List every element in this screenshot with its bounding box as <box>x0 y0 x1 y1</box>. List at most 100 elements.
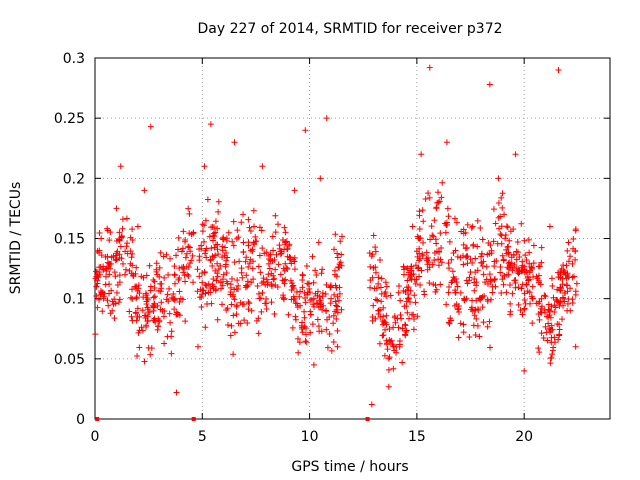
data-point <box>255 263 262 270</box>
data-point <box>243 272 250 279</box>
data-point <box>126 308 133 315</box>
data-point <box>438 244 445 251</box>
data-point <box>416 273 423 280</box>
data-point <box>231 259 238 266</box>
data-point <box>437 256 444 263</box>
data-point <box>502 231 509 238</box>
data-point <box>400 264 407 271</box>
data-point <box>134 313 141 320</box>
data-point <box>271 256 278 263</box>
data-point <box>144 295 151 302</box>
data-point <box>147 283 154 290</box>
data-point <box>244 320 251 327</box>
data-point <box>196 253 203 260</box>
data-point <box>544 337 551 344</box>
data-point <box>504 224 511 231</box>
data-point <box>301 289 308 296</box>
data-point <box>310 295 317 302</box>
data-point <box>230 218 237 225</box>
data-point <box>399 325 406 332</box>
data-point <box>195 343 201 350</box>
data-point <box>113 256 120 263</box>
data-point <box>318 270 325 277</box>
data-point <box>418 151 425 158</box>
data-point <box>148 345 155 352</box>
data-point <box>201 269 208 276</box>
data-point <box>453 219 460 226</box>
data-point <box>383 337 390 344</box>
data-point <box>301 308 308 315</box>
y-tick-label: 0 <box>76 412 85 428</box>
data-point <box>431 250 438 257</box>
data-point <box>526 260 533 267</box>
data-point <box>330 338 337 345</box>
data-point <box>535 263 542 270</box>
data-point <box>251 241 258 248</box>
data-point <box>198 242 205 249</box>
data-point <box>187 248 194 255</box>
data-point <box>113 205 120 212</box>
data-point <box>214 273 221 280</box>
data-point <box>372 269 379 276</box>
data-point <box>245 306 252 313</box>
data-point <box>553 296 560 303</box>
data-point <box>281 267 288 274</box>
data-point <box>301 314 308 321</box>
data-point <box>432 288 439 295</box>
data-point <box>369 251 376 258</box>
data-point <box>233 303 240 310</box>
data-point <box>139 327 146 334</box>
data-point <box>267 251 274 258</box>
data-point <box>139 307 146 314</box>
data-point <box>442 229 449 236</box>
data-point <box>420 239 427 246</box>
data-point <box>376 340 383 347</box>
data-point <box>395 324 402 331</box>
data-point <box>567 253 574 260</box>
data-point <box>453 279 460 286</box>
data-point <box>429 232 436 239</box>
data-point <box>421 291 428 298</box>
data-point <box>292 313 299 320</box>
data-point <box>572 343 579 350</box>
data-point <box>506 261 513 268</box>
data-point <box>185 272 192 279</box>
data-point <box>147 351 154 358</box>
data-point <box>272 282 279 289</box>
data-point <box>395 289 402 296</box>
data-point <box>182 237 189 244</box>
data-point <box>240 248 247 255</box>
data-point <box>212 218 219 225</box>
data-point <box>425 254 432 261</box>
data-point <box>542 323 549 330</box>
data-point <box>334 254 341 261</box>
data-point <box>302 325 309 332</box>
data-point <box>291 295 298 302</box>
data-point <box>250 276 257 283</box>
data-point <box>538 244 545 251</box>
data-point <box>129 295 136 302</box>
data-point <box>215 198 222 205</box>
data-point <box>434 199 441 206</box>
data-point <box>296 339 303 346</box>
data-point <box>573 280 580 287</box>
data-point <box>538 303 545 310</box>
data-point <box>134 287 141 294</box>
data-point <box>569 260 576 267</box>
data-point <box>214 241 221 248</box>
data-point <box>506 282 513 289</box>
data-point <box>487 296 494 303</box>
data-point <box>385 383 392 390</box>
data-point <box>202 324 209 331</box>
data-point <box>98 235 105 242</box>
data-point <box>379 332 386 339</box>
data-point <box>143 292 150 299</box>
data-point <box>551 334 558 341</box>
data-point <box>113 289 120 296</box>
data-point <box>437 281 444 288</box>
data-point <box>390 324 397 331</box>
data-point <box>194 288 201 295</box>
data-point <box>136 344 143 351</box>
data-point <box>455 305 462 312</box>
data-point <box>149 302 156 309</box>
